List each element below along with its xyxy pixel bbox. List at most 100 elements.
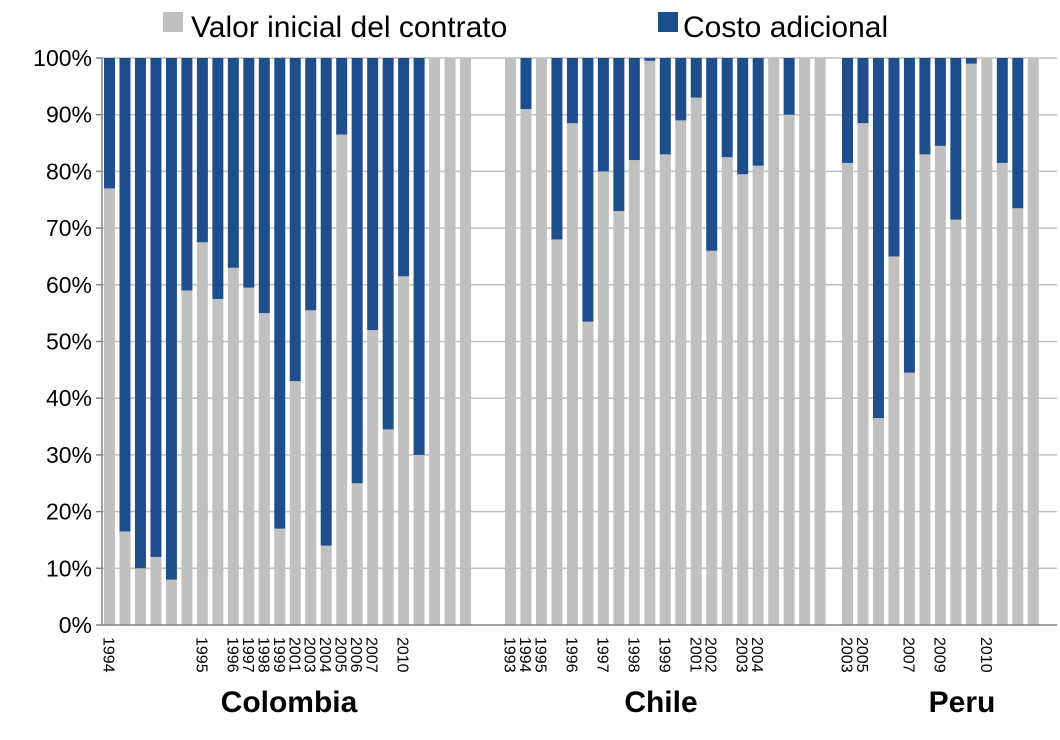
bar-additional-colombia-1: [119, 58, 131, 532]
bar-initial-colombia-19: [398, 276, 410, 625]
x-tick-label: 1998: [254, 637, 271, 673]
bar-additional-colombia-8: [227, 58, 239, 268]
bar-additional-peru-5: [919, 58, 931, 155]
bar-additional-chile-10: [659, 58, 671, 155]
bar-additional-colombia-7: [212, 58, 224, 299]
legend-label-initial: Valor inicial del contrato: [191, 11, 507, 44]
bar-additional-chile-16: [752, 58, 764, 166]
bar-additional-peru-6: [934, 58, 946, 146]
bar-initial-colombia-6: [196, 242, 208, 625]
bar-additional-colombia-4: [165, 58, 177, 580]
bar-additional-colombia-2: [134, 58, 146, 569]
bar-additional-peru-8: [965, 58, 977, 64]
y-tick-label: 20%: [46, 499, 92, 525]
bar-initial-colombia-3: [150, 556, 162, 625]
bar-initial-colombia-17: [367, 330, 379, 625]
bar-initial-colombia-2: [134, 568, 146, 625]
bar-additional-chile-13: [706, 58, 718, 251]
x-tick-label: 1996: [223, 637, 240, 673]
bar-additional-peru-0: [842, 58, 853, 163]
legend-label-additional: Costo adicional: [683, 11, 888, 44]
x-tick-label: 1993: [501, 637, 518, 673]
bar-additional-chile-14: [721, 58, 733, 158]
bar-initial-colombia-4: [165, 579, 177, 625]
bar-initial-peru-4: [903, 372, 915, 625]
bar-additional-chile-11: [675, 58, 687, 121]
bar-additional-peru-4: [903, 58, 915, 373]
bar-initial-chile-11: [675, 120, 687, 626]
bar-additional-peru-7: [950, 58, 962, 220]
bar-initial-chile-7: [613, 211, 625, 625]
x-tick-label: 2005: [332, 637, 349, 673]
x-tick-label: 2007: [363, 637, 380, 673]
bar-initial-colombia-15: [336, 134, 348, 626]
bar-initial-peru-0: [842, 162, 853, 625]
bar-additional-chile-5: [582, 58, 594, 322]
bar-initial-chile-10: [659, 154, 671, 625]
bar-initial-peru-6: [934, 145, 946, 625]
x-tick-label: 2003: [838, 637, 855, 673]
bar-additional-colombia-17: [367, 58, 379, 331]
bar-initial-chile-9: [644, 60, 656, 625]
x-tick-label: 2003: [733, 637, 750, 673]
bar-initial-chile-20: [814, 58, 826, 625]
bar-initial-chile-8: [628, 160, 640, 625]
bar-additional-peru-11: [1012, 58, 1024, 209]
x-tick-label: 2004: [316, 637, 333, 673]
bar-initial-peru-2: [872, 418, 884, 625]
bar-additional-chile-4: [566, 58, 578, 124]
bar-initial-chile-12: [690, 97, 702, 625]
bar-initial-colombia-14: [320, 545, 332, 625]
x-tick-label: 1999: [270, 637, 287, 673]
x-tick-label: 1997: [593, 637, 610, 673]
bar-initial-peru-3: [888, 256, 900, 625]
bar-initial-chile-5: [582, 321, 594, 625]
x-tick-label: 1999: [655, 637, 672, 673]
bar-additional-colombia-6: [196, 58, 208, 243]
bar-initial-colombia-22: [444, 58, 456, 625]
bar-initial-chile-0: [505, 58, 516, 625]
y-tick-label: 40%: [46, 385, 92, 411]
bar-additional-colombia-3: [150, 58, 162, 557]
bar-additional-peru-1: [857, 58, 869, 124]
bar-additional-colombia-12: [289, 58, 301, 382]
bar-initial-chile-14: [721, 157, 733, 625]
x-tick-label: 2009: [930, 637, 947, 673]
y-tick-label: 100%: [33, 45, 92, 71]
bar-additional-colombia-18: [382, 58, 394, 430]
bar-initial-colombia-12: [289, 381, 301, 625]
bar-additional-colombia-13: [305, 58, 317, 311]
bar-additional-colombia-19: [398, 58, 410, 277]
bar-initial-colombia-11: [274, 528, 286, 625]
bar-initial-chile-4: [566, 123, 578, 625]
bar-additional-colombia-14: [320, 58, 332, 546]
bar-additional-chile-1: [520, 58, 532, 110]
bar-additional-colombia-5: [181, 58, 193, 291]
y-tick-label: 80%: [46, 158, 92, 184]
bar-initial-chile-2: [535, 58, 547, 625]
bar-initial-peru-9: [981, 58, 993, 625]
x-tick-label: 2001: [285, 637, 302, 673]
x-tick-label: 1995: [531, 637, 548, 673]
x-tick-label: 2002: [702, 637, 719, 673]
group-labels: Colombia Chile Peru: [221, 686, 996, 719]
legend: Valor inicial del contrato Costo adicion…: [163, 11, 888, 44]
y-tick-label: 0%: [59, 612, 92, 638]
x-tick-label: 2003: [301, 637, 318, 673]
bar-initial-chile-1: [520, 109, 532, 625]
x-tick-label: 1995: [192, 637, 209, 673]
bar-additional-colombia-20: [413, 58, 425, 455]
bar-initial-peru-5: [919, 154, 931, 625]
y-tick-label: 50%: [46, 329, 92, 355]
y-tick-label: 70%: [46, 215, 92, 241]
bar-initial-colombia-10: [258, 313, 270, 625]
bar-additional-colombia-0: [104, 58, 115, 189]
legend-swatch-additional: [658, 12, 678, 32]
bar-initial-colombia-0: [104, 188, 115, 625]
group-label-peru: Peru: [929, 686, 996, 719]
x-tick-label: 1994: [516, 637, 533, 673]
bar-initial-chile-18: [783, 114, 795, 625]
bar-additional-colombia-11: [274, 58, 286, 529]
bar-initial-chile-17: [768, 58, 780, 625]
